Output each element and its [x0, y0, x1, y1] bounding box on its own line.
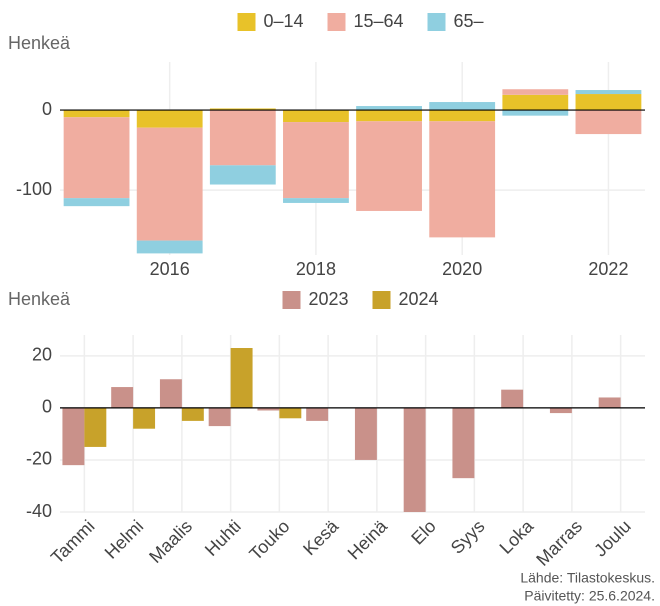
bar — [598, 397, 621, 408]
x-tick-label: Touko — [245, 516, 293, 564]
bar — [257, 407, 280, 411]
x-tick-label: 2022 — [588, 259, 628, 279]
bar-segment — [63, 117, 130, 199]
bar — [306, 407, 329, 421]
bar-segment — [429, 121, 496, 238]
bar-segment — [502, 89, 569, 95]
bar — [403, 407, 426, 512]
x-tick-label: Loka — [496, 515, 538, 557]
x-tick-label: Helmi — [101, 516, 148, 563]
legend-label: 65– — [454, 11, 484, 31]
legend-label: 0–14 — [264, 11, 304, 31]
bar-segment — [356, 110, 422, 122]
bar-segment — [575, 90, 642, 95]
bar — [354, 407, 377, 460]
bar-segment — [283, 110, 349, 123]
bar — [230, 348, 253, 408]
bar — [181, 407, 204, 421]
y-tick-label: 0 — [42, 99, 52, 119]
x-tick-label: Heinä — [344, 515, 392, 563]
legend-swatch — [372, 291, 391, 309]
legend-swatch — [427, 13, 446, 31]
bar — [159, 379, 182, 408]
bar-segment — [356, 106, 422, 111]
source: Lähde: Tilastokeskus. — [520, 570, 655, 586]
source: Päivitetty: 25.6.2024. — [524, 588, 655, 604]
legend-swatch — [327, 13, 346, 31]
bar — [452, 407, 475, 479]
x-tick-label: 2016 — [150, 259, 190, 279]
bar-segment — [209, 110, 276, 166]
bar-segment — [136, 127, 203, 241]
bar — [549, 407, 572, 414]
legend-swatch — [282, 291, 301, 309]
legend-label: 15–64 — [354, 11, 404, 31]
bar-segment — [209, 108, 276, 111]
x-tick-label: Tammi — [47, 516, 99, 568]
bar-segment — [283, 122, 349, 199]
bar-segment — [63, 110, 130, 118]
bar — [501, 389, 524, 408]
bar-segment — [502, 94, 569, 111]
y-tick-label: -20 — [26, 449, 52, 469]
bar-segment — [209, 165, 276, 185]
x-tick-label: Marras — [532, 516, 586, 570]
y-tick-label: -100 — [16, 179, 52, 199]
y-tick-label: 0 — [42, 397, 52, 417]
bar-segment — [136, 240, 203, 254]
bar-segment — [429, 110, 496, 122]
x-tick-label: Maalis — [145, 516, 196, 567]
x-tick-label: Syys — [447, 516, 489, 558]
x-tick-label: 2018 — [296, 259, 336, 279]
legend-swatch — [237, 13, 256, 31]
bar-segment — [136, 110, 203, 128]
y-axis-label: Henkeä — [8, 289, 71, 309]
bar — [62, 407, 85, 466]
bar — [208, 407, 231, 427]
legend-label: 2023 — [309, 289, 349, 309]
bar — [84, 407, 107, 447]
bar-segment — [429, 102, 496, 111]
bar-segment — [63, 198, 130, 207]
bar — [111, 387, 134, 408]
bar — [133, 407, 156, 429]
y-tick-label: 20 — [32, 345, 52, 365]
x-tick-label: Huhti — [201, 516, 245, 560]
y-tick-label: -40 — [26, 501, 52, 521]
legend-label: 2024 — [399, 289, 439, 309]
y-axis-label: Henkeä — [8, 33, 71, 53]
x-tick-label: Elo — [407, 516, 440, 549]
x-tick-label: Joulu — [590, 516, 635, 561]
bar — [279, 407, 302, 419]
bar-segment — [502, 110, 569, 116]
bar-segment — [575, 110, 642, 135]
x-tick-label: Kesä — [299, 515, 343, 559]
x-tick-label: 2020 — [442, 259, 482, 279]
bar-segment — [356, 121, 422, 211]
bar-segment — [575, 94, 642, 111]
bar-segment — [283, 198, 349, 203]
